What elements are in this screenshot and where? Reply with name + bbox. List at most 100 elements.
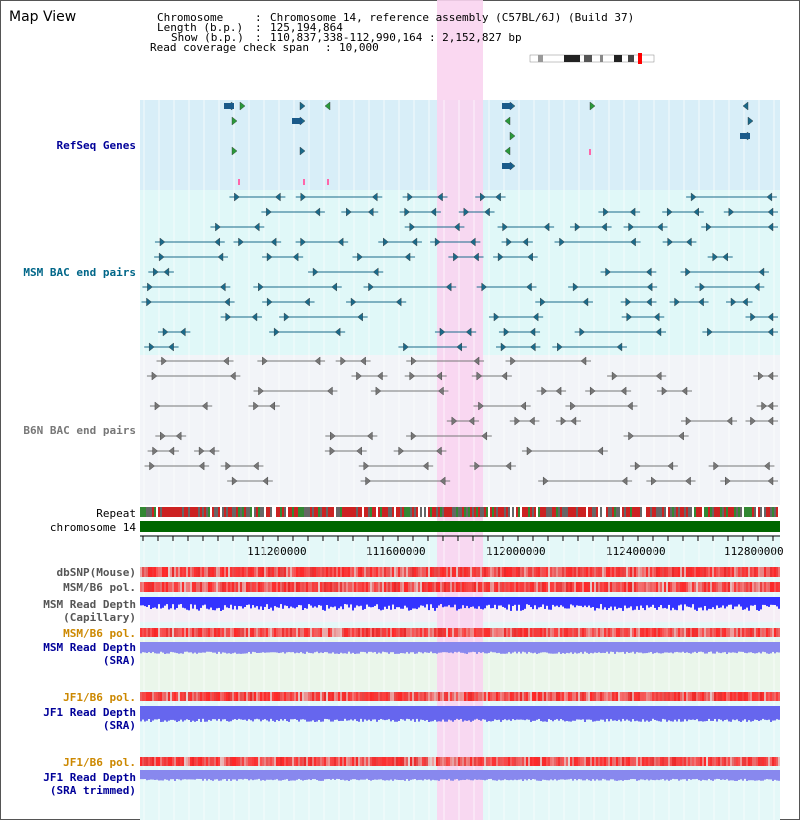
jf1-pol-strip bbox=[346, 692, 348, 701]
jf1-depth-trimmed-bar bbox=[700, 770, 702, 781]
msm-depth-capillary-bar bbox=[294, 597, 296, 609]
jf1-pol2-strip bbox=[642, 757, 644, 766]
jf1-pol2-strip bbox=[290, 757, 292, 766]
repeat-segment bbox=[574, 507, 576, 517]
msm-pol-strip bbox=[190, 582, 192, 592]
dbsnp-strip bbox=[736, 567, 738, 577]
dbsnp-strip bbox=[168, 567, 170, 577]
msm-pol2-strip bbox=[412, 628, 414, 637]
jf1-pol-strip bbox=[438, 692, 440, 701]
jf1-pol2-strip bbox=[190, 757, 192, 766]
msm-bac-pair-end bbox=[625, 297, 632, 307]
msm-pol2-strip bbox=[766, 628, 768, 637]
dbsnp-strip bbox=[226, 567, 228, 577]
dbsnp-strip bbox=[578, 567, 580, 577]
jf1-pol-strip bbox=[388, 692, 390, 701]
jf1-pol2-strip bbox=[268, 757, 270, 766]
jf1-depth-sra-bar bbox=[584, 706, 586, 722]
dbsnp-strip bbox=[410, 567, 412, 577]
msm-pol-strip bbox=[154, 582, 156, 592]
repeat-segment bbox=[594, 507, 596, 517]
jf1-depth-trimmed-bar bbox=[430, 770, 432, 781]
chromosome-ideogram[interactable] bbox=[528, 53, 658, 65]
jf1-pol2-strip bbox=[554, 757, 556, 766]
msm-depth-capillary-bar bbox=[262, 597, 264, 610]
msm-depth-sra-bar bbox=[140, 642, 142, 654]
selection-highlight[interactable] bbox=[437, 0, 483, 820]
dbsnp-strip bbox=[452, 567, 454, 577]
jf1-depth-trimmed-bar bbox=[210, 770, 212, 781]
dbsnp-strip bbox=[148, 567, 150, 577]
repeat-segment bbox=[734, 507, 736, 517]
jf1-pol-strip bbox=[348, 692, 350, 701]
jf1-pol2-strip bbox=[526, 757, 528, 766]
msm-depth-capillary-bar bbox=[656, 597, 658, 610]
repeat-segment bbox=[458, 507, 460, 517]
msm-pol-strip bbox=[768, 582, 770, 592]
jf1-depth-trimmed-bar bbox=[454, 770, 456, 780]
jf1-pol-strip bbox=[450, 692, 452, 701]
jf1-depth-trimmed-bar bbox=[470, 770, 472, 781]
msm-bac-pair-end bbox=[572, 282, 579, 292]
jf1-pol2-strip bbox=[498, 757, 500, 766]
jf1-depth-trimmed-bar bbox=[222, 770, 224, 780]
jf1-depth-trimmed-bar bbox=[576, 770, 578, 781]
jf1-pol2-strip bbox=[570, 757, 572, 766]
msm-depth-capillary-bar bbox=[588, 597, 590, 606]
msm-pol-strip bbox=[150, 582, 152, 592]
jf1-pol2-strip bbox=[186, 757, 188, 766]
jf1-depth-trimmed-bar bbox=[698, 770, 700, 781]
jf1-pol-strip bbox=[292, 692, 294, 701]
jf1-depth-trimmed-bar bbox=[386, 770, 388, 781]
msm-bac-pair-end bbox=[698, 297, 704, 307]
jf1-pol-strip bbox=[492, 692, 494, 701]
jf1-pol2-strip bbox=[706, 757, 708, 766]
jf1-pol-strip bbox=[200, 692, 202, 701]
jf1-depth-trimmed-bar bbox=[428, 770, 430, 780]
jf1-depth-sra-bar bbox=[658, 706, 660, 722]
msm-pol2-strip bbox=[622, 628, 624, 637]
repeat-segment bbox=[214, 507, 216, 517]
msm-pol-strip bbox=[144, 582, 146, 592]
repeat-segment bbox=[234, 507, 236, 517]
jf1-pol2-strip bbox=[426, 757, 428, 766]
repeat-segment bbox=[244, 507, 246, 517]
dbsnp-strip bbox=[562, 567, 564, 577]
msm-depth-sra-bar bbox=[778, 642, 780, 653]
msm-pol2-strip bbox=[724, 628, 726, 637]
jf1-pol2-strip bbox=[564, 757, 566, 766]
jf1-pol-strip bbox=[400, 692, 402, 701]
jf1-pol-strip bbox=[336, 692, 338, 701]
msm-depth-capillary-bar bbox=[332, 597, 334, 608]
msm-depth-capillary-bar bbox=[336, 597, 338, 610]
jf1-depth-sra-bar bbox=[376, 706, 378, 722]
jf1-depth-sra-bar bbox=[360, 706, 362, 719]
jf1-depth-sra-bar bbox=[352, 706, 354, 721]
repeat-segment bbox=[154, 507, 156, 517]
jf1-pol2-strip bbox=[602, 757, 604, 766]
jf1-pol-strip bbox=[468, 692, 470, 701]
msm-pol2-strip bbox=[336, 628, 338, 637]
repeat-segment bbox=[156, 507, 158, 517]
jf1-depth-sra-bar bbox=[390, 706, 392, 722]
dbsnp-strip bbox=[348, 567, 350, 577]
jf1-depth-sra-bar bbox=[600, 706, 602, 720]
jf1-depth-trimmed-bar bbox=[426, 770, 428, 780]
jf1-depth-sra-bar bbox=[704, 706, 706, 722]
label-line: (SRA) bbox=[102, 654, 136, 667]
dbsnp-strip bbox=[530, 567, 532, 577]
msm-depth-capillary-bar bbox=[234, 597, 236, 606]
msm-depth-capillary-bar bbox=[516, 597, 518, 611]
jf1-depth-sra-bar bbox=[450, 706, 452, 721]
msm-depth-capillary-bar bbox=[280, 597, 282, 605]
jf1-pol2-strip bbox=[688, 757, 690, 766]
repeat-segment bbox=[254, 507, 256, 517]
msm-depth-sra-bar bbox=[710, 642, 712, 652]
dbsnp-strip bbox=[150, 567, 152, 577]
msm-pol2-strip bbox=[442, 628, 444, 637]
jf1-pol2-strip bbox=[446, 757, 448, 766]
msm-pol-strip bbox=[618, 582, 620, 592]
msm-depth-capillary-bar bbox=[452, 597, 454, 608]
msm-depth-capillary-bar bbox=[600, 597, 602, 605]
